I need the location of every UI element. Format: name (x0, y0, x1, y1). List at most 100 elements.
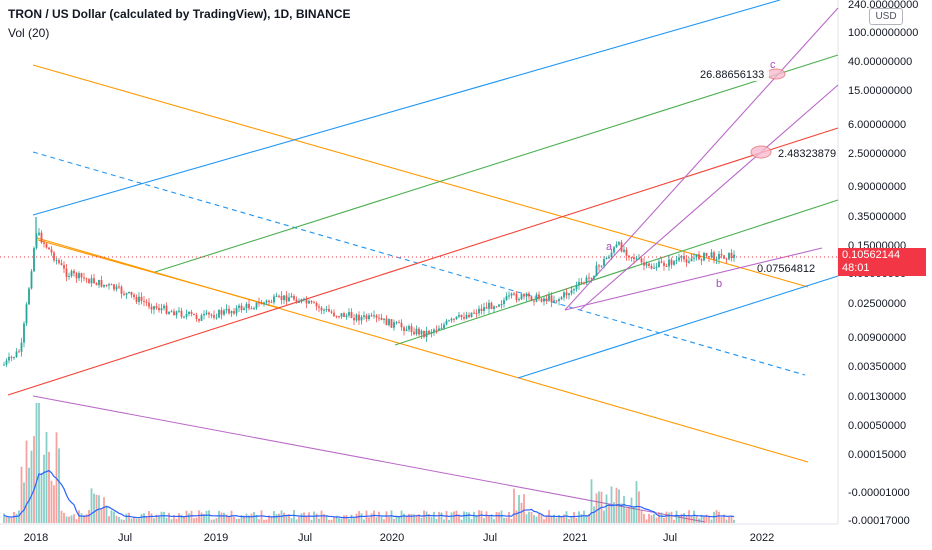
volume-bar (495, 512, 498, 523)
volume-bar (645, 519, 648, 523)
candle-body (598, 265, 600, 267)
fanline-purple-2[interactable] (579, 84, 839, 311)
volume-bar (100, 508, 103, 523)
trendline-green-lower[interactable] (394, 199, 839, 346)
candle-body (578, 281, 580, 286)
candle-body (385, 318, 388, 326)
volume-bar (593, 506, 595, 523)
volume-bar (93, 493, 95, 523)
volume-bar (48, 451, 50, 523)
volume-bar (415, 514, 418, 523)
candle-body (375, 315, 378, 318)
volume-bar (190, 510, 193, 523)
volume-bar (463, 511, 465, 523)
y-tick-label: 0.02500000 (848, 298, 906, 310)
volume-bar (513, 488, 515, 523)
volume-bar (550, 516, 553, 523)
volume-bar (290, 518, 293, 523)
fanline-purple-1[interactable] (564, 7, 839, 311)
candle-body (120, 286, 123, 294)
volume-bar (703, 516, 705, 523)
volume-bar (613, 502, 615, 523)
candle-body (485, 307, 488, 309)
volume-bar (108, 516, 110, 523)
candle-body (230, 311, 233, 314)
candle-body (500, 304, 503, 306)
candle-body (470, 312, 473, 318)
candle-body (505, 296, 508, 301)
candle-body (660, 261, 663, 263)
candle-body (713, 252, 715, 260)
volume-bar (175, 518, 178, 523)
candle-body (245, 303, 248, 309)
volume-bar (75, 519, 78, 523)
volume-bar (188, 513, 190, 523)
candle-body (728, 252, 730, 260)
trendline-blue-upper[interactable] (32, 0, 781, 216)
volume-bar (475, 516, 478, 523)
target-marker-2[interactable] (750, 145, 772, 159)
candle-body (403, 327, 405, 332)
volume-bar (218, 510, 220, 523)
trendline-purple-wedge[interactable] (564, 247, 823, 311)
candle-body (58, 260, 60, 264)
candle-body (458, 314, 460, 317)
volume-bar (305, 515, 308, 523)
trendline-blue-dashed[interactable] (32, 151, 806, 376)
volume-bar (230, 510, 233, 523)
candle-body (383, 318, 385, 320)
trendline-red[interactable] (7, 127, 839, 396)
candle-body (648, 263, 650, 266)
candle-body (615, 244, 618, 248)
volume-bar (685, 516, 688, 523)
volume-bar (240, 514, 243, 523)
candle-body (158, 307, 160, 311)
volume-bar (673, 519, 675, 523)
volume-bar (113, 511, 115, 523)
volume-bar (145, 516, 148, 523)
volume-bar (388, 516, 390, 523)
candle-body (160, 308, 163, 311)
volume-bar (630, 497, 633, 523)
candle-body (143, 300, 145, 302)
candle-body (388, 319, 390, 326)
candle-body (605, 257, 608, 260)
volume-bar (275, 513, 278, 523)
candle-body (323, 309, 325, 311)
candle-body (520, 294, 523, 300)
candle-body (358, 314, 360, 321)
trendline-orange-lower[interactable] (36, 237, 809, 463)
volume-bar (465, 511, 468, 523)
trendline-orange-upper[interactable] (32, 64, 809, 288)
volume-indicator-label[interactable]: Vol (20) (8, 26, 50, 40)
candle-body (5, 360, 8, 365)
volume-bar (510, 519, 513, 523)
candle-body (730, 252, 733, 259)
volume-bar (538, 513, 540, 523)
trendline-orange-segment[interactable] (37, 239, 281, 309)
candle-body (680, 256, 683, 258)
trendline-green-upper[interactable] (154, 54, 839, 273)
volume-bar (78, 510, 80, 523)
trendline-purple-lower[interactable] (32, 395, 706, 523)
volume-bar (658, 512, 660, 523)
volume-bar (458, 514, 460, 523)
volume-bar (730, 515, 733, 523)
candle-body (473, 312, 475, 314)
volume-bar (70, 515, 73, 523)
target-marker-c[interactable] (766, 68, 786, 80)
candle-body (3, 364, 5, 366)
volume-bar (40, 473, 43, 523)
volume-bar (65, 516, 68, 523)
candle-body (475, 312, 478, 314)
currency-button[interactable]: USD (869, 8, 903, 25)
candle-body (613, 247, 615, 253)
candle-body (288, 297, 290, 302)
candle-body (498, 304, 500, 307)
candle-body (173, 311, 175, 316)
volume-bar (393, 518, 395, 523)
trendline-blue-lower[interactable] (517, 275, 839, 379)
volume-bar (575, 518, 578, 523)
volume-bar (165, 517, 168, 523)
